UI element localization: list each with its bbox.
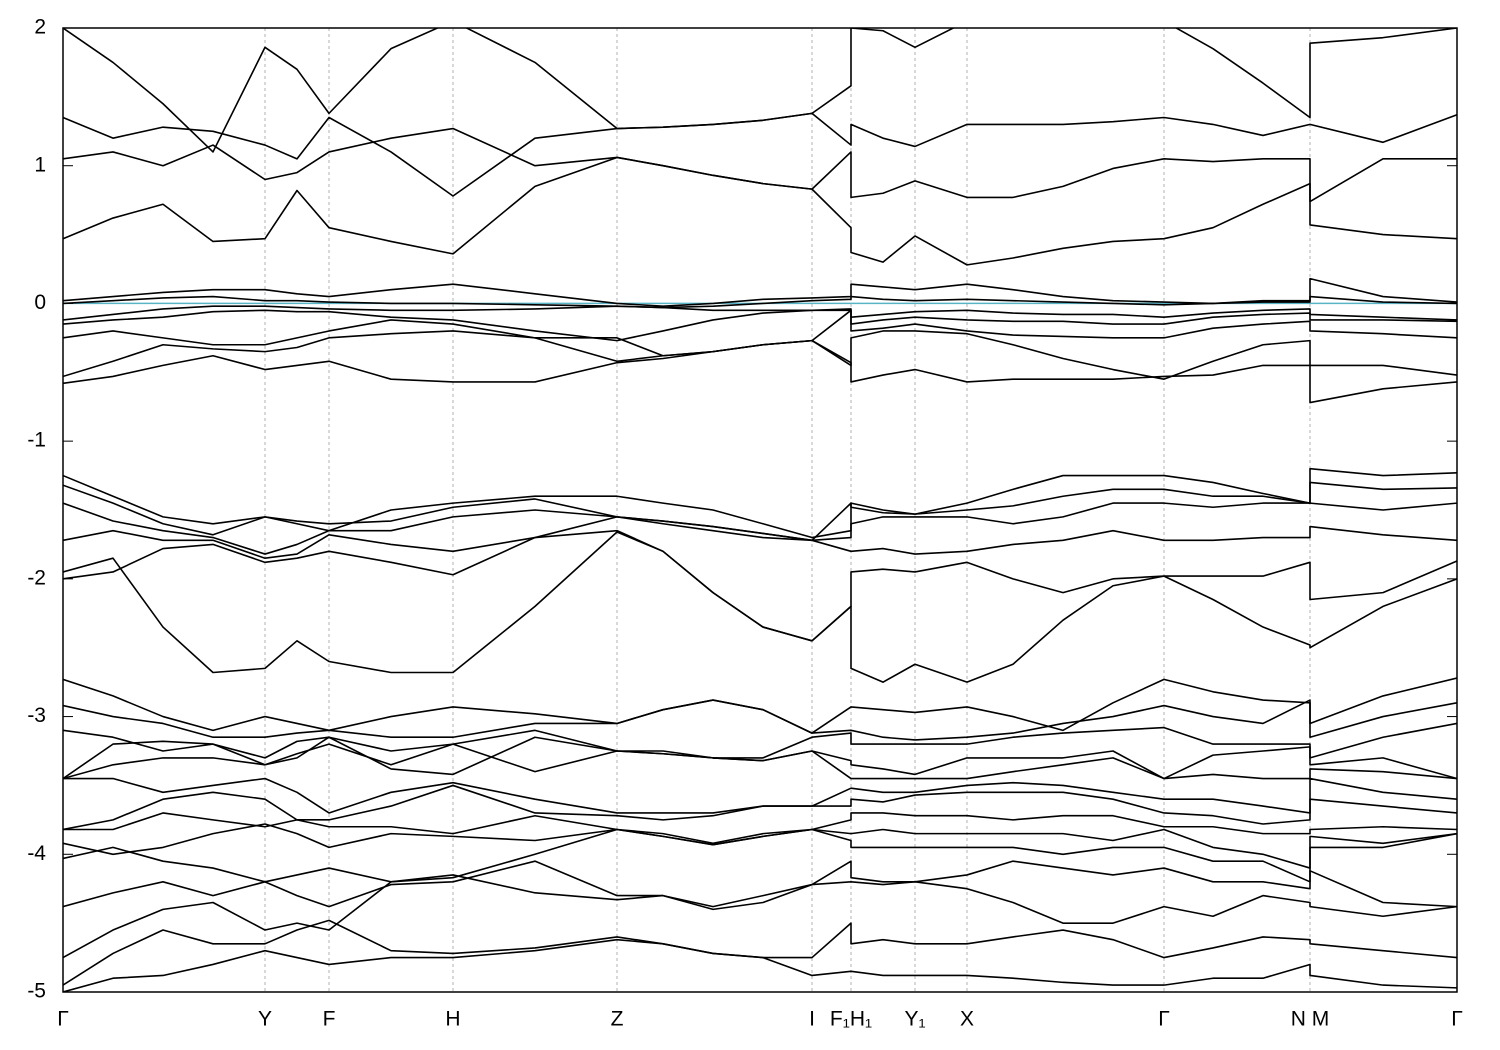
bands <box>63 28 1457 992</box>
x-tick-label: X <box>960 1008 974 1031</box>
y-tick-label: -4 <box>27 842 46 865</box>
plot-frame <box>62 27 1458 993</box>
x-tick-label: F₁H₁ <box>830 1008 872 1031</box>
band-line <box>63 467 1457 539</box>
band-line <box>63 339 1457 404</box>
band-line <box>63 295 1457 309</box>
band-line <box>63 330 1457 380</box>
x-tick-label: Z <box>611 1008 624 1031</box>
band-line <box>63 699 1457 741</box>
band-line <box>63 874 1457 959</box>
band-line <box>63 127 1457 203</box>
x-tick-label: I <box>809 1008 815 1031</box>
x-tick-label: F <box>323 1008 336 1031</box>
band-line <box>63 309 1457 357</box>
band-line <box>63 481 1457 542</box>
x-tick-label: N M <box>1291 1008 1330 1031</box>
band-line <box>63 743 1457 780</box>
band-line <box>63 28 1457 153</box>
band-line <box>63 784 1457 831</box>
x-tick-label: Γ <box>1158 1008 1170 1031</box>
y-tick-label: -5 <box>27 980 46 1003</box>
band-line <box>63 919 1457 986</box>
band-line <box>63 828 1457 883</box>
axes: -5 -4 -3 -2 -1 0 1 2 Γ Y F H Z I F₁H₁ Y₁ X Γ N M Γ <box>27 16 1462 1031</box>
y-tick-label: -2 <box>27 566 46 589</box>
x-tick-label: H <box>445 1008 460 1031</box>
band-line <box>63 516 1457 559</box>
y-tick-label: -1 <box>27 429 46 452</box>
y-tick-label: -3 <box>27 704 46 727</box>
band-line <box>63 309 1457 342</box>
band-line <box>63 812 1457 845</box>
band-line <box>63 531 1457 683</box>
band-line <box>63 860 1457 908</box>
y-tick-label: 0 <box>34 291 46 314</box>
x-tick-label: Y₁ <box>904 1008 925 1031</box>
band-line <box>63 736 1457 780</box>
y-tick-label: 1 <box>34 153 46 176</box>
band-line <box>63 156 1457 266</box>
y-tick-label: 2 <box>34 16 46 39</box>
x-tick-label: Γ <box>1451 1008 1463 1031</box>
band-line <box>63 722 1457 759</box>
x-tick-label: Y <box>258 1008 272 1031</box>
x-tick-label: Γ <box>57 1008 69 1031</box>
band-line <box>63 938 1457 992</box>
